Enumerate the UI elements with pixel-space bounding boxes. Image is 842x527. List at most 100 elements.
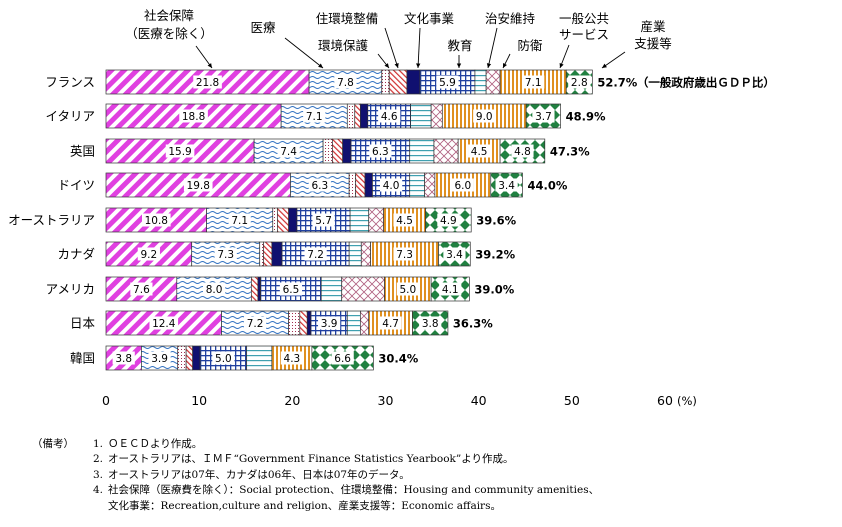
category-label: フランス <box>45 75 95 90</box>
data-label: 4.6 <box>381 111 398 123</box>
data-label: 4.5 <box>471 146 488 158</box>
total-label: 52.7% <box>597 76 637 90</box>
data-label-bg <box>532 109 555 123</box>
total-label: 39.6% <box>476 214 516 228</box>
data-label-bg <box>468 144 491 158</box>
note-number: 4. <box>92 484 103 497</box>
data-label: 5.0 <box>400 284 417 296</box>
category-label: 日本 <box>70 316 96 331</box>
stacked-bar-chart: フランス 21.8 7.8 5.9 7.1 2.8 52.7% （一般政府歳出ＧＤＰ比） イタリ… <box>8 8 775 408</box>
bar-segment <box>342 138 352 164</box>
data-label-bg <box>437 213 460 227</box>
data-label-bg <box>280 351 303 365</box>
note-number: 1. <box>92 438 103 450</box>
bar-segment <box>263 241 273 267</box>
category-label: アメリカ <box>46 282 95 297</box>
data-label-bg <box>378 109 401 123</box>
leader-arrowhead <box>318 63 323 68</box>
data-label-bg <box>318 316 341 330</box>
notes: （備考） 1. ＯＥＣＤより作成。 2. オーストラリアは、ＩＭＦ“Govern… <box>32 437 837 514</box>
bar-segment <box>430 103 443 129</box>
bar-segment <box>320 276 343 302</box>
leader-arrowhead <box>394 63 399 68</box>
data-label: 2.8 <box>571 77 588 89</box>
data-label: 5.0 <box>215 353 232 365</box>
bar-segment <box>410 103 432 129</box>
x-tick-label: 40 <box>471 393 487 408</box>
data-label-bg <box>334 75 357 89</box>
bar-segment <box>349 207 370 233</box>
leader-arrowhead <box>602 63 607 68</box>
category-label: 英国 <box>70 144 95 159</box>
bar-segment <box>388 69 408 95</box>
data-label: 7.8 <box>337 77 354 89</box>
data-label-bg <box>379 178 403 192</box>
data-label-bg <box>451 178 474 192</box>
bar-segment <box>192 345 201 371</box>
data-label-bg <box>568 75 591 89</box>
x-tick-label: 50 <box>564 393 580 408</box>
leader-line <box>284 37 324 69</box>
bar-segment <box>306 310 312 336</box>
note-row: 2. オーストラリアは、ＩＭＦ“Government Finance Stati… <box>32 452 837 467</box>
data-label-bg <box>279 282 303 296</box>
data-label-bg <box>436 75 459 89</box>
data-label: 9.2 <box>141 249 158 261</box>
bar-segment <box>354 103 361 129</box>
category-label: 韓国 <box>70 351 95 366</box>
data-label: 7.4 <box>280 146 297 158</box>
data-label: 3.7 <box>535 111 552 123</box>
bar-segment <box>474 69 487 95</box>
total-label: 30.4% <box>378 352 418 366</box>
bar-segment <box>424 172 436 198</box>
data-label: 6.5 <box>283 284 300 296</box>
bar-segment <box>360 241 371 267</box>
bar-segment <box>259 241 264 267</box>
bar-segment <box>359 310 370 336</box>
total-label: 47.3% <box>550 145 590 159</box>
legend-label: 住環境整備 <box>316 11 379 26</box>
x-axis-unit: (%) <box>677 394 697 408</box>
data-label-bg <box>312 213 335 227</box>
leader-line <box>195 45 213 69</box>
data-label-bg <box>142 213 171 227</box>
bar-segment <box>271 241 283 267</box>
total-note: （一般政府歳出ＧＤＰ比） <box>637 76 775 90</box>
data-label: 8.0 <box>206 284 223 296</box>
data-label-bg <box>393 247 416 261</box>
data-label-bg <box>304 247 327 261</box>
bar-segment <box>288 310 301 336</box>
bar-segment <box>355 172 366 198</box>
data-label-bg <box>179 109 208 123</box>
leader-arrowhead <box>207 63 212 68</box>
legend-label: 産業 <box>640 19 666 34</box>
data-label: 3.8 <box>422 318 439 330</box>
data-label: 7.2 <box>307 249 324 261</box>
note-row: 4. 社会保障（医療費を除く）：Social protection、住環境整備：… <box>32 483 837 498</box>
data-label: 7.2 <box>247 318 264 330</box>
x-tick-label: 0 <box>102 393 110 408</box>
bar-segment <box>346 310 361 336</box>
leader-arrowhead <box>384 63 389 68</box>
data-label-bg <box>396 282 419 296</box>
legend-label: 環境保護 <box>318 38 369 53</box>
bar-segment <box>250 276 259 302</box>
category-label: ドイツ <box>57 178 95 193</box>
data-label-bg <box>379 316 402 330</box>
total-label: 39.0% <box>474 283 514 297</box>
data-label: 3.4 <box>446 249 463 261</box>
data-label: 10.8 <box>145 215 168 227</box>
data-label: 7.1 <box>306 111 323 123</box>
data-label-bg <box>495 178 518 192</box>
x-tick-label: 10 <box>191 393 207 408</box>
leader-line <box>601 51 626 69</box>
data-label-bg <box>130 282 153 296</box>
note-number: 2. <box>92 453 103 466</box>
data-label: 7.3 <box>396 249 413 261</box>
legend-label: 支援等 <box>634 36 672 51</box>
data-label: 4.9 <box>440 215 457 227</box>
note-row: 3. オーストラリアは07年、カナダは06年、日本は07年のデータ。 <box>32 468 837 483</box>
bar-segment <box>299 310 308 336</box>
data-label-bg <box>137 247 160 261</box>
data-label-bg <box>303 109 326 123</box>
